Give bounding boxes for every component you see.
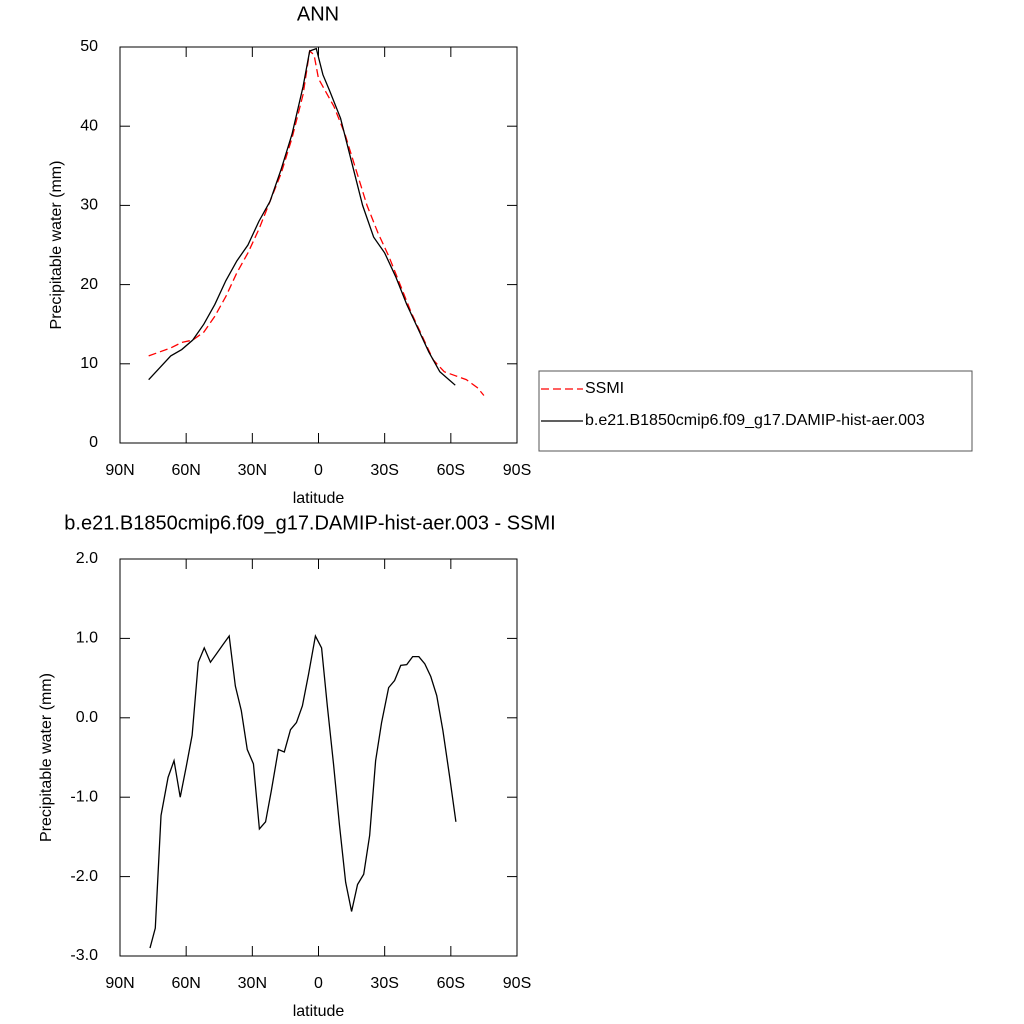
x-axis-label: latitude <box>293 1003 345 1020</box>
x-axis-label: latitude <box>293 490 345 507</box>
chart-title: b.e21.B1850cmip6.f09_g17.DAMIP-hist-aer.… <box>64 512 555 534</box>
y-tick-label: 50 <box>80 38 98 55</box>
x-tick-label: 0 <box>314 462 323 479</box>
x-tick-label: 90S <box>503 462 531 479</box>
y-tick-label: 2.0 <box>76 550 98 567</box>
y-tick-label: 20 <box>80 276 98 293</box>
x-tick-label: 60N <box>171 975 200 992</box>
x-tick-label: 60S <box>437 462 465 479</box>
plot-frame <box>119 46 518 444</box>
legend-label: SSMI <box>585 380 624 397</box>
y-axis-label: Precipitable water (mm) <box>48 161 65 330</box>
x-tick-label: 0 <box>314 975 323 992</box>
x-tick-label: 60S <box>437 975 465 992</box>
x-tick-label: 30N <box>238 975 267 992</box>
y-tick-label: -1.0 <box>70 788 98 805</box>
x-tick-label: 30N <box>238 462 267 479</box>
y-tick-label: 40 <box>80 117 98 134</box>
y-tick-label: 1.0 <box>76 630 98 647</box>
y-tick-label: 10 <box>80 355 98 372</box>
y-axis-label: Precipitable water (mm) <box>38 673 55 842</box>
x-tick-label: 90S <box>503 975 531 992</box>
data-line <box>148 47 456 386</box>
legend-box <box>538 370 973 452</box>
y-tick-label: -2.0 <box>70 868 98 885</box>
x-tick-label: 90N <box>105 975 134 992</box>
plot-frame <box>119 558 518 957</box>
data-line <box>149 634 457 949</box>
x-tick-label: 30S <box>370 975 398 992</box>
chart-title: ANN <box>297 3 339 25</box>
y-tick-label: 0.0 <box>76 709 98 726</box>
y-tick-label: 0 <box>89 434 98 451</box>
y-tick-label: 30 <box>80 197 98 214</box>
legend-label: b.e21.B1850cmip6.f09_g17.DAMIP-hist-aer.… <box>585 412 925 429</box>
x-tick-label: 90N <box>105 462 134 479</box>
y-tick-label: -3.0 <box>70 947 98 964</box>
x-tick-label: 30S <box>370 462 398 479</box>
data-line <box>148 49 485 396</box>
x-tick-label: 60N <box>171 462 200 479</box>
